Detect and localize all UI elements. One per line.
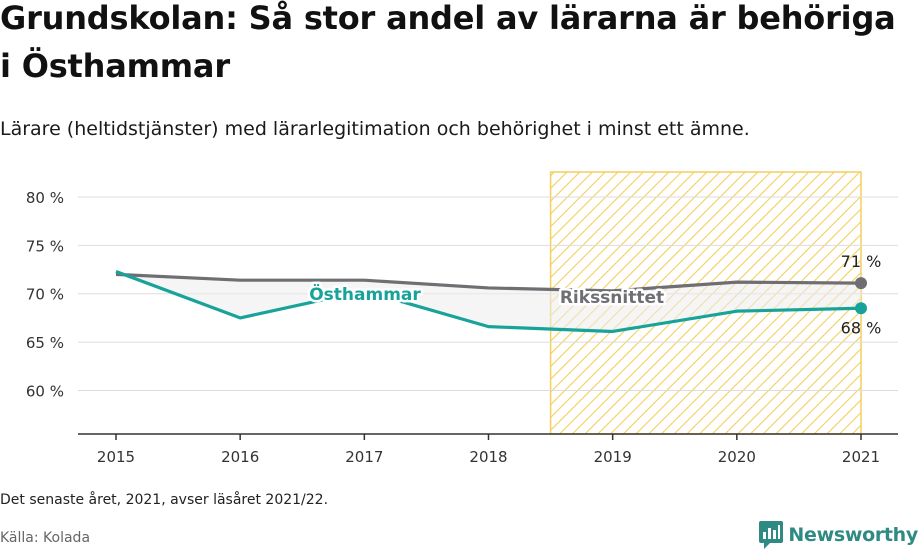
x-tick-label: 2016	[221, 448, 259, 466]
x-tick-label: 2015	[97, 448, 135, 466]
x-tick-label: 2018	[469, 448, 507, 466]
x-tick-label: 2021	[842, 448, 880, 466]
brand-logo: Newsworthy	[758, 520, 918, 550]
end-point-rikssnittet	[855, 277, 867, 290]
end-point-osthammar	[855, 302, 867, 315]
series-label-osthammar: Östhammar	[309, 283, 421, 305]
y-tick-label: 70 %	[26, 286, 64, 304]
chart-subtitle: Lärare (heltidstjänster) med lärarlegiti…	[0, 118, 750, 140]
y-tick-label: 75 %	[26, 237, 64, 255]
brand-name: Newsworthy	[788, 524, 918, 546]
x-tick-label: 2017	[345, 448, 383, 466]
series-line-osthammar	[115, 269, 862, 334]
series-label-osthammar-halo: Östhammar	[309, 283, 421, 305]
page-title: Grundskolan: Så stor andel av lärarna är…	[0, 0, 896, 85]
series-label-rikssnittet-halo: Rikssnittet	[560, 288, 664, 308]
end-label-osthammar: 68 %	[841, 318, 882, 337]
y-tick-label: 65 %	[26, 334, 64, 352]
end-label-rikssnittet: 71 %	[841, 252, 882, 271]
series-label-rikssnittet: Rikssnittet	[560, 288, 664, 308]
x-tick-label: 2020	[718, 448, 756, 466]
source-note: Källa: Kolada	[0, 530, 91, 546]
footnote: Det senaste året, 2021, avser läsåret 20…	[0, 492, 329, 508]
newsworthy-logo-icon	[759, 521, 784, 549]
y-tick-label: 80 %	[26, 189, 64, 207]
x-tick-label: 2019	[594, 448, 632, 466]
series-line-rikssnittet	[115, 272, 862, 293]
y-tick-label: 60 %	[26, 382, 64, 400]
